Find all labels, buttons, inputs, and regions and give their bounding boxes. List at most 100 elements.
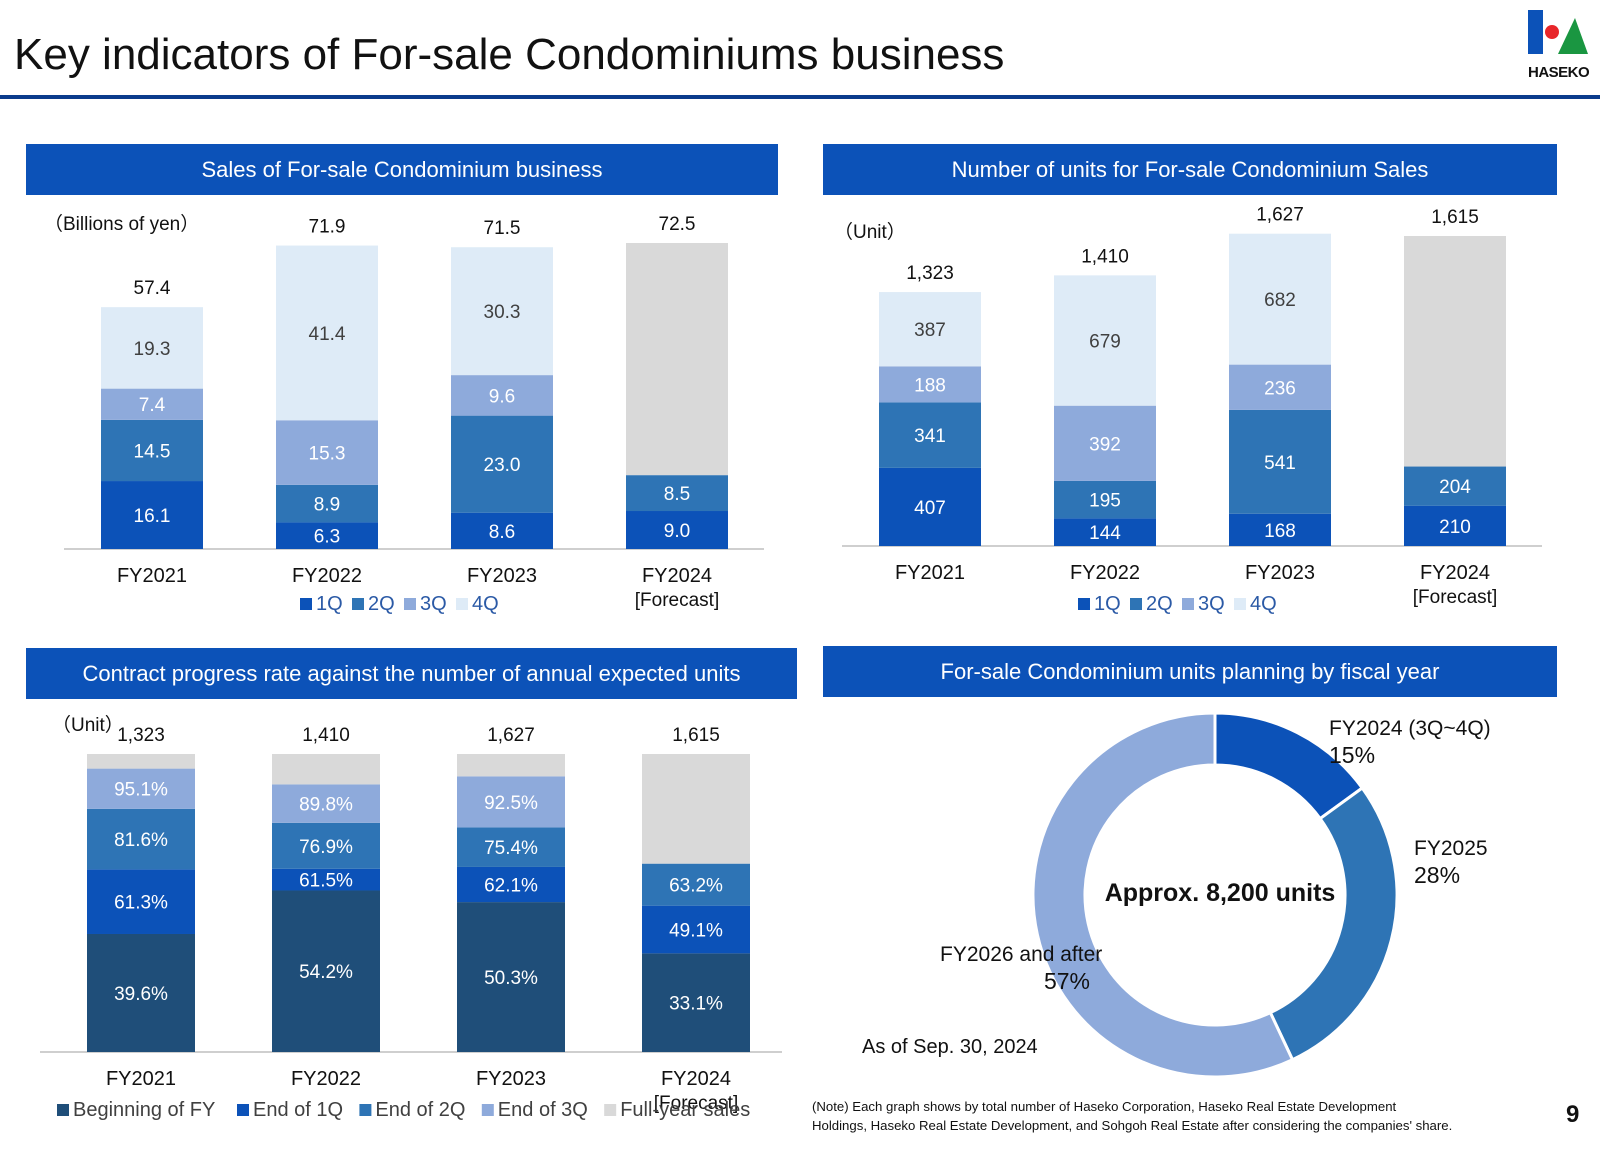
data-label: 14.5 bbox=[134, 441, 171, 462]
bar-fy2023-4q bbox=[1229, 233, 1331, 365]
data-label: 9.0 bbox=[664, 521, 690, 542]
data-label: 392 bbox=[1089, 434, 1121, 455]
bar-fy2023-full-year-sales bbox=[457, 754, 565, 777]
category-sublabel: [Forecast] bbox=[635, 590, 719, 611]
category-label: FY2024 bbox=[642, 565, 712, 587]
progress-chart-banner: Contract progress rate against the numbe… bbox=[26, 648, 797, 699]
total-label: 1,410 bbox=[1081, 246, 1129, 267]
data-label: 541 bbox=[1264, 453, 1296, 474]
slice-percent-label: 15% bbox=[1329, 742, 1375, 768]
total-label: 1,627 bbox=[1256, 205, 1304, 226]
bar-fy2024-2q bbox=[1404, 466, 1506, 506]
slice-name-label: FY2026 and after bbox=[940, 943, 1102, 966]
units-chart: （Unit） 407 341 188 387 1,323 FY2021 144 195 392 67… bbox=[834, 205, 1542, 615]
bar-fy2022-1q bbox=[1054, 518, 1156, 546]
data-label: 188 bbox=[914, 375, 946, 396]
legend-swatch bbox=[1234, 598, 1246, 610]
data-label: 8.9 bbox=[314, 495, 340, 516]
legend-swatch bbox=[1182, 598, 1194, 610]
bar-fy2021-3q bbox=[101, 388, 203, 420]
data-label: 679 bbox=[1089, 332, 1121, 353]
legend-swatch bbox=[359, 1104, 372, 1116]
legend-label: 1Q bbox=[316, 593, 343, 615]
progress-chart-panel: （Unit） 39.6% 61.3% 81.6% 95.1% 1,323 FY2021 54.… bbox=[0, 705, 800, 1150]
legend-label: Full-year sales bbox=[620, 1099, 750, 1121]
bar-fy2023-4q bbox=[451, 247, 553, 376]
data-label: 8.5 bbox=[664, 484, 690, 505]
data-label: 30.3 bbox=[484, 302, 521, 323]
bar-fy2024-1q bbox=[1404, 505, 1506, 546]
as-of-date-label: As of Sep. 30, 2024 bbox=[862, 1036, 1038, 1058]
bar-fy2023-end-of-1q bbox=[457, 866, 565, 903]
legend-label: End of 1Q bbox=[253, 1099, 343, 1121]
bar-fy2021-end-of-1q bbox=[87, 869, 195, 934]
footnote: (Note) Each graph shows by total number … bbox=[812, 1097, 1542, 1135]
total-label: 1,323 bbox=[906, 263, 954, 284]
bar-fy2024-1q bbox=[626, 511, 728, 549]
data-label: 63.2% bbox=[669, 876, 723, 897]
data-label: 387 bbox=[914, 320, 946, 341]
category-label: FY2021 bbox=[895, 562, 965, 584]
legend-swatch bbox=[604, 1104, 617, 1116]
category-label: FY2022 bbox=[292, 565, 362, 587]
category-sublabel: [Forecast] bbox=[1413, 587, 1497, 608]
total-label: 57.4 bbox=[134, 278, 171, 299]
data-label: 341 bbox=[914, 426, 946, 447]
bar-fy2022-1q bbox=[276, 522, 378, 549]
page-title: Key indicators of For-sale Condominiums … bbox=[14, 30, 1005, 79]
legend-swatch bbox=[1130, 598, 1142, 610]
data-label: 50.3% bbox=[484, 968, 538, 989]
bar-fy2022-end-of-3q bbox=[272, 784, 380, 823]
data-label: 62.1% bbox=[484, 876, 538, 897]
donut-slice-fy2026-and-after bbox=[1031, 711, 1295, 1079]
footnote-line-2: Holdings, Haseko Real Estate Development… bbox=[812, 1118, 1453, 1133]
slice-percent-label: 57% bbox=[1044, 968, 1090, 994]
bar-fy2023-beginning-of-fy bbox=[457, 902, 565, 1052]
legend-swatch bbox=[481, 1104, 494, 1116]
category-label: FY2024 bbox=[661, 1068, 731, 1090]
slice-percent-label: 28% bbox=[1414, 862, 1460, 888]
logo-blue-bar bbox=[1528, 10, 1543, 54]
bar-fy2023-1q bbox=[1229, 513, 1331, 546]
total-label: 1,615 bbox=[672, 725, 720, 746]
legend-label: 4Q bbox=[1250, 593, 1277, 615]
footnote-line-1: (Note) Each graph shows by total number … bbox=[812, 1099, 1397, 1114]
legend-label: Beginning of FY bbox=[73, 1099, 215, 1121]
category-label: FY2022 bbox=[1070, 562, 1140, 584]
bar-fy2022-2q bbox=[1054, 480, 1156, 519]
legend-swatch bbox=[1078, 598, 1090, 610]
bar-fy2021-4q bbox=[101, 307, 203, 389]
bar-fy2024-full-year-sales bbox=[1404, 236, 1506, 467]
legend-label: 4Q bbox=[472, 593, 499, 615]
bar-fy2022-3q bbox=[1054, 405, 1156, 481]
legend-label: End of 2Q bbox=[375, 1099, 465, 1121]
haseko-logo bbox=[1528, 10, 1588, 54]
bar-fy2022-end-of-1q bbox=[272, 868, 380, 891]
total-label: 1,323 bbox=[117, 725, 165, 746]
bar-fy2022-full-year-sales bbox=[272, 754, 380, 785]
sales-chart-banner: Sales of For-sale Condominium business bbox=[26, 144, 778, 195]
total-label: 1,615 bbox=[1431, 207, 1479, 228]
data-label: 168 bbox=[1264, 521, 1296, 542]
donut-slice-fy2025 bbox=[1268, 785, 1399, 1062]
bar-fy2024-end-of-2q bbox=[642, 863, 750, 906]
data-label: 39.6% bbox=[114, 984, 168, 1005]
bar-fy2024-beginning-of-fy bbox=[642, 953, 750, 1052]
slice-name-label: FY2024 (3Q~4Q) bbox=[1329, 717, 1491, 740]
category-label: FY2023 bbox=[467, 565, 537, 587]
data-label: 61.3% bbox=[114, 893, 168, 914]
data-label: 61.5% bbox=[299, 871, 353, 892]
category-label: FY2021 bbox=[117, 565, 187, 587]
data-label: 92.5% bbox=[484, 793, 538, 814]
bar-fy2021-1q bbox=[879, 467, 981, 546]
unit-label: （Unit） bbox=[834, 221, 906, 243]
bar-fy2021-1q bbox=[101, 481, 203, 549]
legend-swatch bbox=[57, 1104, 69, 1116]
bar-fy2023-end-of-3q bbox=[457, 776, 565, 828]
total-label: 71.5 bbox=[484, 218, 521, 239]
bar-fy2022-end-of-2q bbox=[272, 822, 380, 869]
bar-fy2021-3q bbox=[879, 366, 981, 403]
planning-chart-panel: FY2024 (3Q~4Q) 15% FY2025 28% FY2026 and aft… bbox=[800, 705, 1600, 1100]
category-label: FY2022 bbox=[291, 1068, 361, 1090]
